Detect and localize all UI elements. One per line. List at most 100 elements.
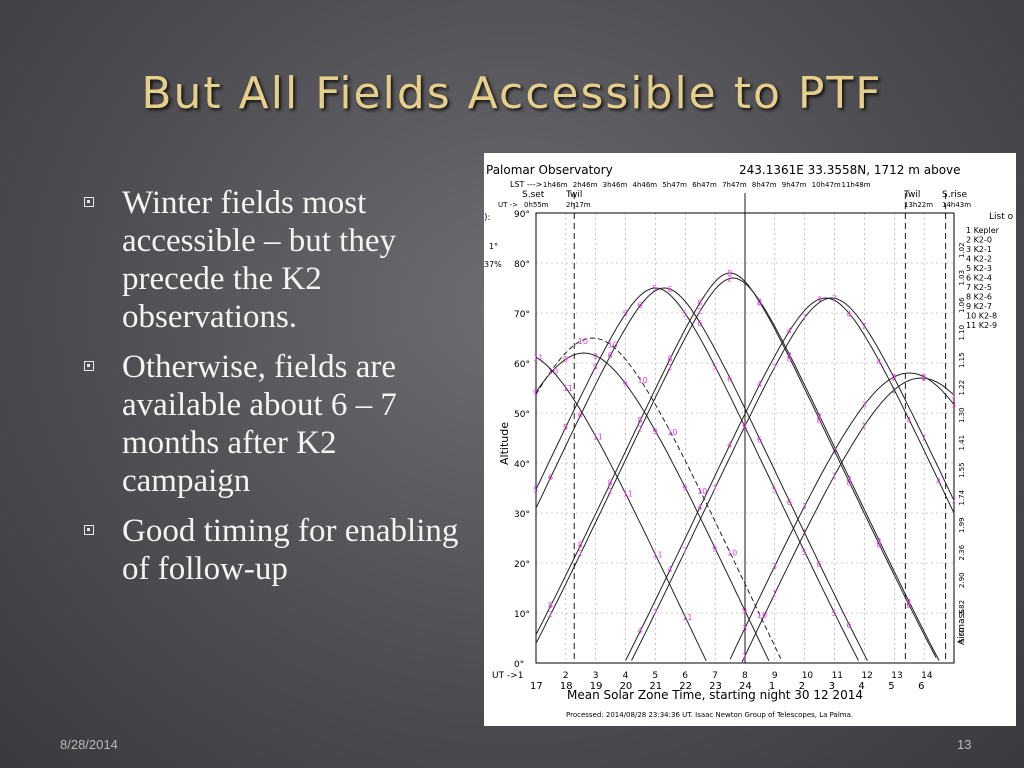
ut-tick-label: 6 <box>682 671 688 681</box>
curve-marker-label: 10 <box>667 428 677 437</box>
curve-marker-label: 7 <box>682 547 687 556</box>
curve-marker-label: 2 <box>876 537 881 546</box>
altitude-curve <box>535 287 868 661</box>
curve-marker-label: 6 <box>727 374 732 383</box>
curve-marker-label: 8 <box>638 416 643 425</box>
curve-marker-label: 6 <box>578 411 583 420</box>
bullet-square-icon <box>84 197 94 207</box>
curve-marker-label: 10 <box>608 341 618 350</box>
ut-twilight-evening: 2h17m <box>566 201 591 209</box>
curve-marker-label: 1 <box>772 589 777 598</box>
curve-marker-label: 3 <box>742 624 747 633</box>
x-axis-label: Mean Solar Zone Time, starting night 30 … <box>567 688 863 702</box>
altitude-curve <box>729 372 955 660</box>
curve-marker-label: 3 <box>921 373 926 382</box>
curve-marker-label: 4 <box>667 565 672 574</box>
local-time-tick-label: 21 <box>649 681 662 692</box>
bullet-text: Winter fields most accessible – but they… <box>122 185 396 335</box>
curve-marker-label: 5 <box>772 485 777 494</box>
curve-marker-label: 9 <box>742 607 747 616</box>
curve-marker-label: 9 <box>712 544 717 553</box>
bullet-square-icon <box>84 525 94 535</box>
local-time-tick-label: 18 <box>560 681 573 692</box>
lst-tick-label: 10h47m <box>812 181 841 189</box>
curve-marker-label: 8 <box>697 298 702 307</box>
legend-title: List o <box>989 212 1014 222</box>
left-edge-glyph: ): <box>484 213 491 223</box>
airmass-tick-label: 1.22 <box>958 380 966 396</box>
curve-marker-label: 7 <box>921 434 926 443</box>
lst-tick-label: 5h47m <box>662 181 687 189</box>
curve-marker-label: 4 <box>787 326 792 335</box>
curve-marker-label: 5 <box>832 609 837 618</box>
curve-marker-label: 6 <box>608 351 613 360</box>
curve-marker-label: 6 <box>787 498 792 507</box>
curve-marker-label: 2 <box>847 474 852 483</box>
lst-tick-label: 1h46m <box>543 181 568 189</box>
y-tick-label: 50° <box>514 410 530 420</box>
y-tick-label: 70° <box>514 310 530 320</box>
slide-number: 13 <box>957 737 972 752</box>
curve-marker-label: 5 <box>623 310 628 319</box>
airmass-tick-label: 1.99 <box>958 517 966 533</box>
curve-marker-label: 2 <box>697 307 702 316</box>
curve-marker-label: 6 <box>817 560 822 569</box>
airmass-tick-label: 1.15 <box>958 352 966 368</box>
left-edge-glyph: 1° <box>489 242 498 251</box>
ut-sunset: 0h55m <box>524 201 549 209</box>
curve-marker-label: 8 <box>876 541 881 550</box>
altitude-curve <box>535 277 940 661</box>
event-twilight-morning-label: Twil <box>903 190 920 200</box>
curve-marker-label: 8 <box>548 601 553 610</box>
altitude-curve <box>741 377 955 663</box>
curve-marker-label: 7 <box>951 497 956 506</box>
curve-marker-label: 5 <box>563 423 568 432</box>
ut-tick-label: 3 <box>593 671 599 681</box>
curve-marker-label: 9 <box>563 355 568 364</box>
legend-entry: 8 K2-6 <box>966 293 992 302</box>
legend-entry: 4 K2-2 <box>966 255 992 264</box>
local-time-tick-label: 19 <box>590 681 603 692</box>
curve-marker-label: 7 <box>652 608 657 617</box>
y-tick-label: 30° <box>514 510 530 520</box>
ut-tick-label: 9 <box>772 671 778 681</box>
legend-entry: 9 K2-7 <box>966 302 992 311</box>
curve-marker-label: 4 <box>817 295 822 304</box>
ut-tick-label: 5 <box>652 671 658 681</box>
airmass-tick-label: 1.74 <box>958 489 966 505</box>
airmass-tick-label: 1.55 <box>958 462 966 478</box>
footer-date: 8/28/2014 <box>60 737 118 752</box>
curve-marker-label: 8 <box>906 601 911 610</box>
curve-marker-label: 6 <box>638 301 643 310</box>
y-tick-label: 90° <box>514 210 530 220</box>
curve-marker-label: 2 <box>906 598 911 607</box>
curve-marker-label: 2 <box>638 424 643 433</box>
lst-label: LST ---> <box>510 180 542 189</box>
y-tick-label: 60° <box>514 360 530 370</box>
altitude-chart-figure: Palomar Observatory 243.1361E 33.3558N, … <box>484 153 1016 726</box>
curve-marker-label: 11 <box>593 432 603 441</box>
local-time-tick-label: 20 <box>620 681 633 692</box>
lst-tick-row: 1h46m 2h46m 3h46m 4h46m 5h47m 6h47m 7h47m 8h47m… <box>543 181 871 189</box>
ut-bottom-prefix: UT ->1 <box>492 671 523 681</box>
airmass-tick-label: 1.02 <box>958 242 966 258</box>
lst-tick-label: 3h46m <box>603 181 628 189</box>
curve-marker-label: 11 <box>533 353 543 362</box>
local-time-tick-label: 3 <box>829 681 835 692</box>
bullet-item: Otherwise, fields are available about 6 … <box>84 348 464 500</box>
curve-marker-label: 8 <box>667 354 672 363</box>
curve-marker-label: 10 <box>757 611 767 620</box>
altitude-curve <box>535 287 859 661</box>
altitude-curve <box>631 297 955 661</box>
legend-entry: 11 K2-9 <box>966 321 997 330</box>
legend-entry: 5 K2-3 <box>966 264 992 273</box>
local-time-tick-label: 1 <box>769 681 775 692</box>
airmass-tick-label: 1.10 <box>958 325 966 341</box>
curve-marker-label: 4 <box>936 478 941 487</box>
airmass-tick-label: 3.82 <box>958 600 966 616</box>
event-twilight-evening-label: Twil <box>565 190 582 200</box>
curve-marker-label: 6 <box>548 473 553 482</box>
altitude-curve <box>535 356 707 662</box>
y-tick-label: 10° <box>514 610 530 620</box>
